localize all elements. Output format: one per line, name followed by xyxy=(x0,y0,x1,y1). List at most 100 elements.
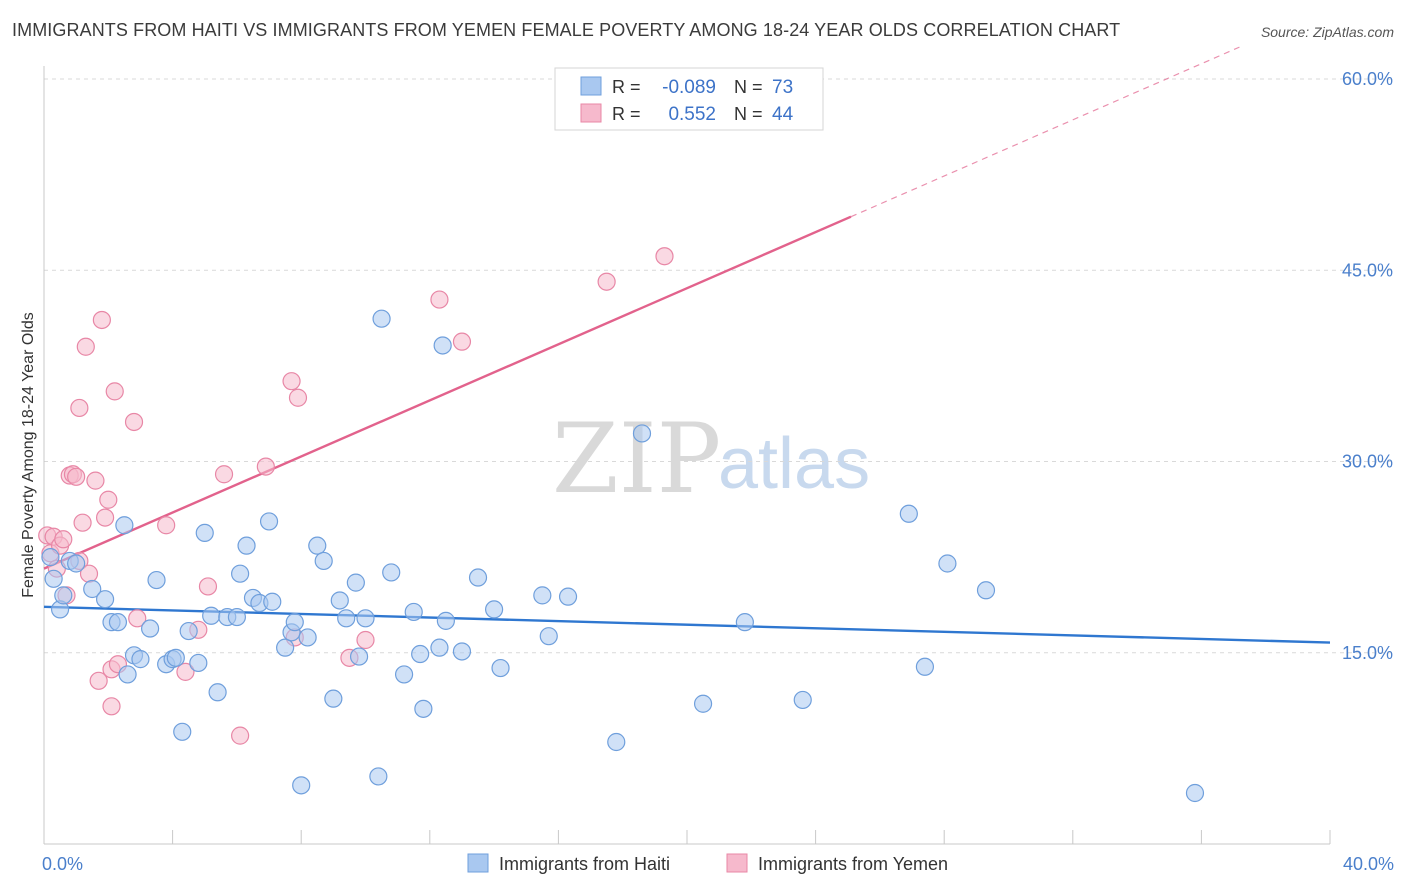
haiti-point-19 xyxy=(173,722,192,741)
trend-line-1 xyxy=(43,215,852,570)
haiti-point-7 xyxy=(95,590,115,609)
trend-extension-1 xyxy=(850,46,1240,218)
yemen-point-38 xyxy=(430,290,449,309)
legend-n-value-2: 44 xyxy=(772,104,794,125)
haiti-point-41 xyxy=(330,591,349,610)
haiti-point-36 xyxy=(292,776,311,795)
haiti-point-10 xyxy=(115,516,134,535)
haiti-point-58 xyxy=(485,600,504,619)
bottom-legend-label-haiti: Immigrants from Haiti xyxy=(499,854,670,874)
haiti-point-45 xyxy=(356,609,375,628)
haiti-point-53 xyxy=(430,638,449,657)
yemen-point-11 xyxy=(70,398,89,418)
haiti-point-60 xyxy=(533,586,552,605)
haiti-point-14 xyxy=(140,619,160,638)
yemen-point-21 xyxy=(105,382,124,401)
haiti-point-68 xyxy=(899,504,918,523)
haiti-point-63 xyxy=(607,732,626,752)
haiti-point-57 xyxy=(468,568,488,587)
haiti-point-52 xyxy=(411,644,430,664)
legend-swatch-yemen xyxy=(580,103,602,123)
yemen-point-29 xyxy=(198,577,218,596)
haiti-point-50 xyxy=(404,602,423,622)
yemen-point-40 xyxy=(597,272,616,291)
legend-r-label-2: R = xyxy=(612,104,641,124)
yemen-point-27 xyxy=(176,662,195,681)
haiti-point-61 xyxy=(539,627,558,646)
haiti-point-18 xyxy=(166,648,185,667)
haiti-point-35 xyxy=(285,613,304,632)
data-points xyxy=(38,247,1205,803)
haiti-point-21 xyxy=(189,653,208,673)
yemen-point-18 xyxy=(95,508,115,527)
haiti-point-65 xyxy=(693,694,713,713)
yemen-point-24 xyxy=(124,412,144,432)
haiti-point-71 xyxy=(976,581,996,600)
haiti-point-55 xyxy=(433,336,452,355)
source-credit: Source: ZipAtlas.com xyxy=(1260,24,1394,40)
tick-labels: 15.0% 30.0% 45.0% 60.0% 0.0% 40.0% xyxy=(42,69,1394,874)
haiti-point-38 xyxy=(308,536,327,555)
haiti-point-15 xyxy=(147,570,166,590)
haiti-point-1 xyxy=(44,569,63,588)
bottom-legend-swatch-yemen xyxy=(726,853,748,873)
legend-r-value-1: -0.089 xyxy=(662,77,716,98)
bottom-legend-swatch-haiti xyxy=(467,853,489,873)
yemen-point-19 xyxy=(99,490,118,509)
x-tick-label-1: 40.0% xyxy=(1343,854,1394,874)
y-tick-label-0: 15.0% xyxy=(1342,643,1393,663)
haiti-point-27 xyxy=(231,564,250,583)
yemen-point-32 xyxy=(256,457,275,476)
haiti-point-20 xyxy=(179,621,198,641)
y-tick-label-1: 30.0% xyxy=(1342,452,1393,472)
legend-swatch-haiti xyxy=(580,76,602,96)
haiti-point-33 xyxy=(276,638,295,657)
haiti-point-66 xyxy=(735,613,754,632)
haiti-point-37 xyxy=(298,628,317,647)
haiti-point-70 xyxy=(938,554,957,573)
gridlines xyxy=(44,78,1395,654)
yemen-point-41 xyxy=(655,247,674,266)
yemen-point-5 xyxy=(54,530,73,549)
y-tick-label-3: 60.0% xyxy=(1342,69,1393,89)
trend-line-0 xyxy=(43,605,1331,644)
yemen-point-33 xyxy=(282,372,301,391)
haiti-point-42 xyxy=(337,609,356,628)
haiti-point-48 xyxy=(382,563,401,582)
yemen-point-37 xyxy=(356,630,375,650)
haiti-point-62 xyxy=(558,587,578,606)
haiti-point-23 xyxy=(202,606,221,625)
haiti-point-49 xyxy=(394,665,414,684)
yemen-point-14 xyxy=(76,337,95,356)
yemen-point-30 xyxy=(214,465,234,484)
haiti-point-11 xyxy=(118,665,137,684)
haiti-point-3 xyxy=(54,586,73,605)
haiti-point-28 xyxy=(237,536,256,555)
bottom-legend-label-yemen: Immigrants from Yemen xyxy=(758,854,948,874)
yemen-point-15 xyxy=(86,471,105,490)
haiti-point-13 xyxy=(131,650,150,669)
haiti-point-67 xyxy=(793,690,812,710)
legend-r-value-2: 0.552 xyxy=(668,104,716,125)
haiti-point-59 xyxy=(491,658,510,678)
haiti-point-22 xyxy=(195,523,214,543)
haiti-point-46 xyxy=(369,767,388,786)
yemen-point-9 xyxy=(67,467,86,486)
haiti-point-44 xyxy=(349,647,369,666)
series-legend: Immigrants from Haiti Immigrants from Ye… xyxy=(467,853,948,874)
haiti-point-69 xyxy=(915,657,935,676)
haiti-point-72 xyxy=(1185,783,1205,803)
trend-lines xyxy=(43,46,1331,644)
haiti-point-64 xyxy=(632,424,652,443)
correlation-legend: R = -0.089 N = 73 R = 0.552 N = 44 xyxy=(554,67,824,131)
legend-n-label-1: N = xyxy=(734,77,763,97)
haiti-point-6 xyxy=(83,579,102,599)
yemen-point-39 xyxy=(452,332,472,351)
haiti-point-47 xyxy=(372,309,391,328)
legend-r-label-1: R = xyxy=(612,77,641,97)
y-axis-title: Female Poverty Among 18-24 Year Olds xyxy=(20,312,37,598)
legend-n-value-1: 73 xyxy=(772,77,793,98)
axes xyxy=(43,66,1331,845)
haiti-point-5 xyxy=(67,554,86,573)
